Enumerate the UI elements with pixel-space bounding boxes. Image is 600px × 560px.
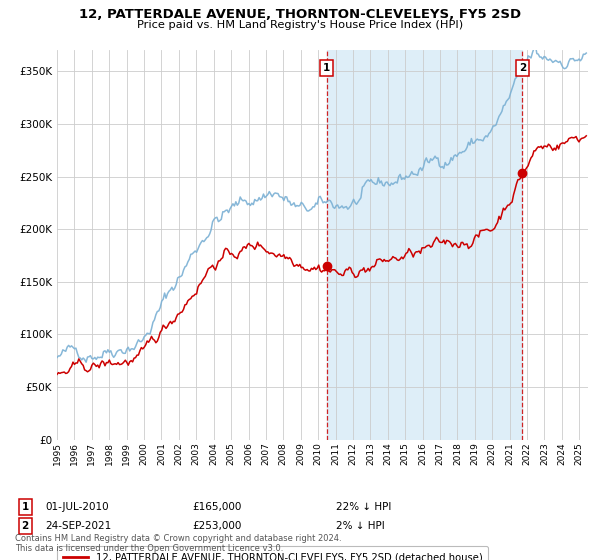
Text: 1: 1 xyxy=(323,63,331,73)
Text: This data is licensed under the Open Government Licence v3.0.: This data is licensed under the Open Gov… xyxy=(15,544,283,553)
Text: 2: 2 xyxy=(519,63,526,73)
Text: Contains HM Land Registry data © Crown copyright and database right 2024.: Contains HM Land Registry data © Crown c… xyxy=(15,534,341,543)
Text: 12, PATTERDALE AVENUE, THORNTON-CLEVELEYS, FY5 2SD: 12, PATTERDALE AVENUE, THORNTON-CLEVELEY… xyxy=(79,8,521,21)
Text: 2% ↓ HPI: 2% ↓ HPI xyxy=(336,521,385,531)
Legend: 12, PATTERDALE AVENUE, THORNTON-CLEVELEYS, FY5 2SD (detached house), HPI: Averag: 12, PATTERDALE AVENUE, THORNTON-CLEVELEY… xyxy=(56,547,488,560)
Text: £253,000: £253,000 xyxy=(192,521,241,531)
Text: 01-JUL-2010: 01-JUL-2010 xyxy=(45,502,109,512)
Text: £165,000: £165,000 xyxy=(192,502,241,512)
Text: Price paid vs. HM Land Registry's House Price Index (HPI): Price paid vs. HM Land Registry's House … xyxy=(137,20,463,30)
Bar xyxy=(327,50,523,440)
Text: 2: 2 xyxy=(22,521,29,531)
Text: 1: 1 xyxy=(22,502,29,512)
Text: 22% ↓ HPI: 22% ↓ HPI xyxy=(336,502,391,512)
Text: 24-SEP-2021: 24-SEP-2021 xyxy=(45,521,111,531)
